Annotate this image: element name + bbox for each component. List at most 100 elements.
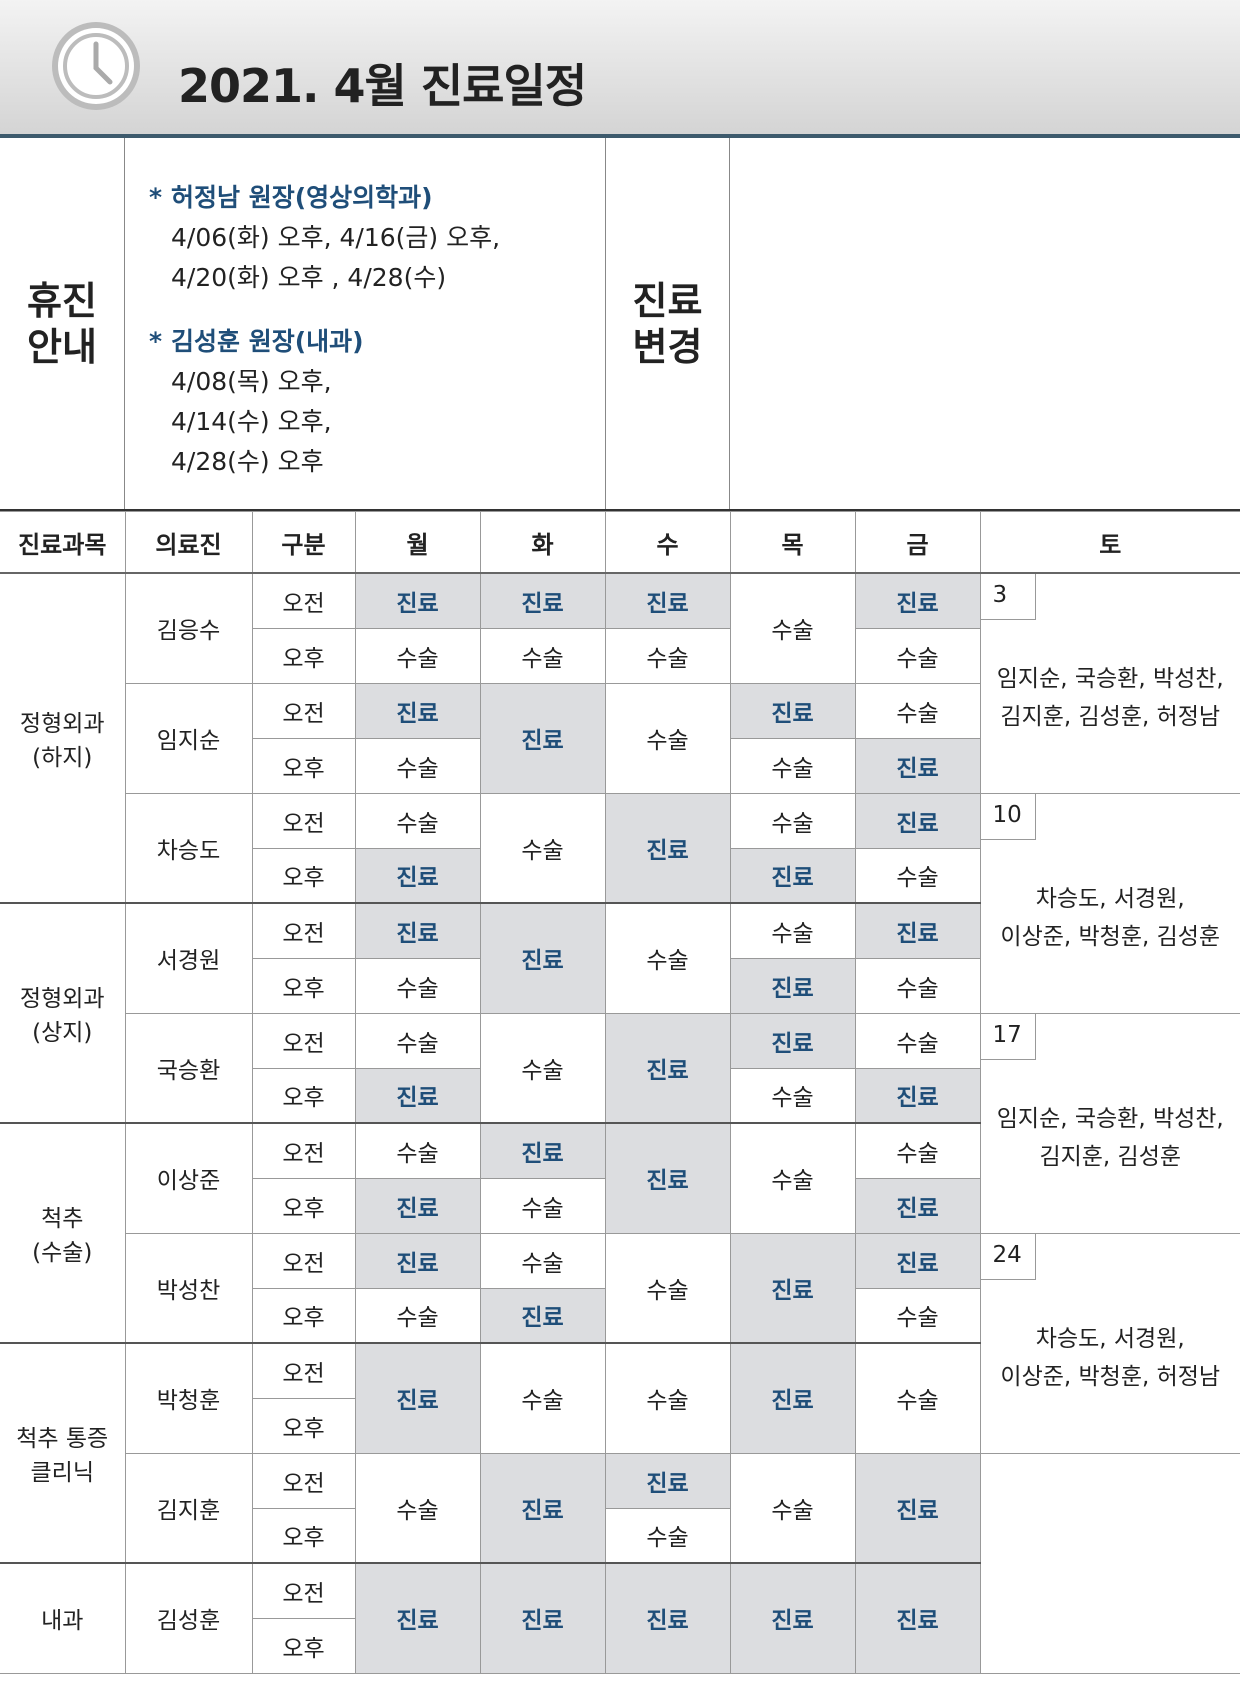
schedule-row: 오후 수술 수술 진료 [0,737,1240,794]
saturday-doctors: 차승도, 서경원, 이상준, 박청훈, 허정남 [981,1290,1240,1396]
saturday-doctors: 임지순, 국승환, 박성찬, 김지훈, 김성훈, 허정남 [981,630,1240,736]
schedule-row: 척추 (수술) 이상준 오전 수술 진료 진료 수술 수술 [0,1122,1240,1344]
saturday-date: 10 [980,793,1036,840]
bullet: * [149,327,163,356]
doctor-cell: 김지훈 [125,1452,253,1564]
schedule-cell: 수술 [854,847,980,904]
schedule-cell: 진료 [854,1067,980,1124]
schedule-cell: 수술 [854,627,980,684]
schedule-cell: 진료 [854,737,980,794]
schedule-row: 오후 수술 진료 수술 [0,1287,1240,1344]
period-cell: 오전 [251,1232,356,1289]
schedule-cell: 수술 [354,957,481,1014]
notice-line: 4/14(수) 오후, [171,407,332,436]
schedule-cell: 진료 [604,1562,731,1674]
period-cell: 오후 [252,1067,356,1124]
department-line: 클리닉 [30,1460,94,1486]
table-head: 진료과목 의료진 구분 월 화 수 목 금 토 [0,511,1240,574]
saturday-cell: 10 차승도, 서경원, 이상준, 박청훈, 김성훈 [979,792,1240,1014]
period-cell: 오전 [251,1452,356,1509]
department-line: (하지) [32,745,93,771]
schedule-cell: 진료 [354,1342,481,1454]
schedule-row: 내과 김성훈 오전 진료 진료 진료 진료 진료 [0,1562,1240,1674]
bullet: * [149,183,163,212]
doctor-cell: 국승환 [125,1012,253,1124]
doctor-cell: 임지순 [125,682,253,794]
schedule-cell: 수술 [854,1122,980,1179]
saturday-date: 3 [980,574,1036,620]
column-header: 구분 [251,511,356,574]
schedule-cell: 진료 [354,572,481,629]
schedule-cell: 진료 [604,1122,731,1234]
schedule-cell: 진료 [479,572,606,629]
period-cell: 오전 [251,572,356,629]
schedule-row: 척추 통증 클리닉 박청훈 오전 진료 수술 수술 진료 수술 [0,1342,1240,1564]
department-cell: 내과 [0,1562,126,1674]
change-content [730,138,1240,509]
saturday-line: 이상준, 박청훈, 허정남 [1000,1364,1221,1390]
label-line: 변경 [632,324,703,369]
schedule-cell: 진료 [479,1452,606,1564]
schedule-cell: 진료 [729,1562,856,1674]
column-header: 월 [354,511,481,574]
schedule-cell: 수술 [729,902,856,959]
schedule-cell: 진료 [479,1122,606,1179]
schedule-cell: 진료 [354,847,481,904]
schedule-cell: 수술 [604,1507,730,1564]
schedule-cell: 수술 [729,572,856,684]
clock-icon [52,22,140,110]
schedule-cell: 수술 [354,1122,481,1179]
doctor-cell: 박성찬 [125,1232,253,1344]
doctor-cell: 이상준 [124,1122,253,1234]
schedule-cell: 진료 [604,572,731,629]
saturday-line: 차승도, 서경원, [1035,886,1185,912]
schedule-cell: 수술 [354,1012,481,1069]
schedule-row: 오후 진료 수술 진료 [0,1177,1240,1234]
schedule-cell: 수술 [354,737,481,794]
notice-items: * 허정남 원장(영상의학과) 4/06(화) 오후, 4/16(금) 오후, 4/2… [125,138,606,509]
schedule-cell: 수술 [854,957,980,1014]
table-body: 정형외과 (하지) 김응수 오전 진료 진료 진료 수술 진료 3 임지순, 국승환, 박성찬, 김지… [0,572,1240,1674]
notice-line: 4/28(수) 오후 [171,447,324,476]
notice-line: 4/20(화) 오후 , 4/28(수) [171,263,447,292]
schedule-cell: 진료 [354,1177,481,1234]
doctor-name: 김성훈 원장(내과) [171,327,364,356]
schedule-cell: 수술 [479,1232,606,1289]
schedule-cell: 진료 [854,572,981,629]
department-cell: 정형외과 (상지) [0,902,126,1124]
schedule-cell: 수술 [604,902,731,1014]
schedule-row: 임지순 오전 진료 진료 수술 진료 수술 [0,682,1240,794]
header: 2021. 4월 진료일정 [0,0,1240,138]
header-row: 진료과목 의료진 구분 월 화 수 목 금 토 [0,511,1240,574]
department-line: 척추 통증 [16,1426,109,1452]
schedule-cell: 수술 [854,1287,980,1344]
title: 2021. 4월 진료일정 [178,59,587,113]
schedule-cell: 진료 [854,902,980,959]
saturday-line: 차승도, 서경원, [1035,1326,1185,1352]
doctor-cell: 차승도 [125,792,253,904]
schedule-cell: 진료 [854,1232,981,1289]
department-cell: 척추 (수술) [0,1122,126,1344]
schedule-row: 정형외과 (상지) 서경원 오전 진료 진료 수술 수술 진료 [0,902,1240,1124]
column-header: 의료진 [124,511,253,574]
schedule-row: 오후 진료 진료 수술 [0,847,1240,904]
schedule-cell: 진료 [354,682,481,739]
schedule-cell: 수술 [354,1287,481,1344]
doctor-cell: 서경원 [124,902,253,1014]
period-cell: 오전 [251,1122,356,1179]
column-header: 수 [604,511,731,574]
schedule-cell: 수술 [354,627,481,684]
schedule-cell: 진료 [354,1067,481,1124]
schedule-cell: 진료 [729,957,856,1014]
saturday-date: 17 [980,1013,1036,1060]
department-line: 정형외과 [19,711,105,737]
period-cell: 오후 [252,1397,355,1454]
saturday-line: 김지훈, 김성훈 [1039,1144,1182,1170]
department-line: 척추 [41,1206,84,1232]
schedule-row: 국승환 오전 수술 수술 진료 진료 수술 17 임지순, 국승환, 박성찬, 김지훈, 김성훈 [0,1012,1240,1234]
period-cell: 오후 [252,1617,355,1674]
saturday-cell: 17 임지순, 국승환, 박성찬, 김지훈, 김성훈 [979,1012,1240,1234]
saturday-line: 임지순, 국승환, 박성찬, [996,666,1224,693]
